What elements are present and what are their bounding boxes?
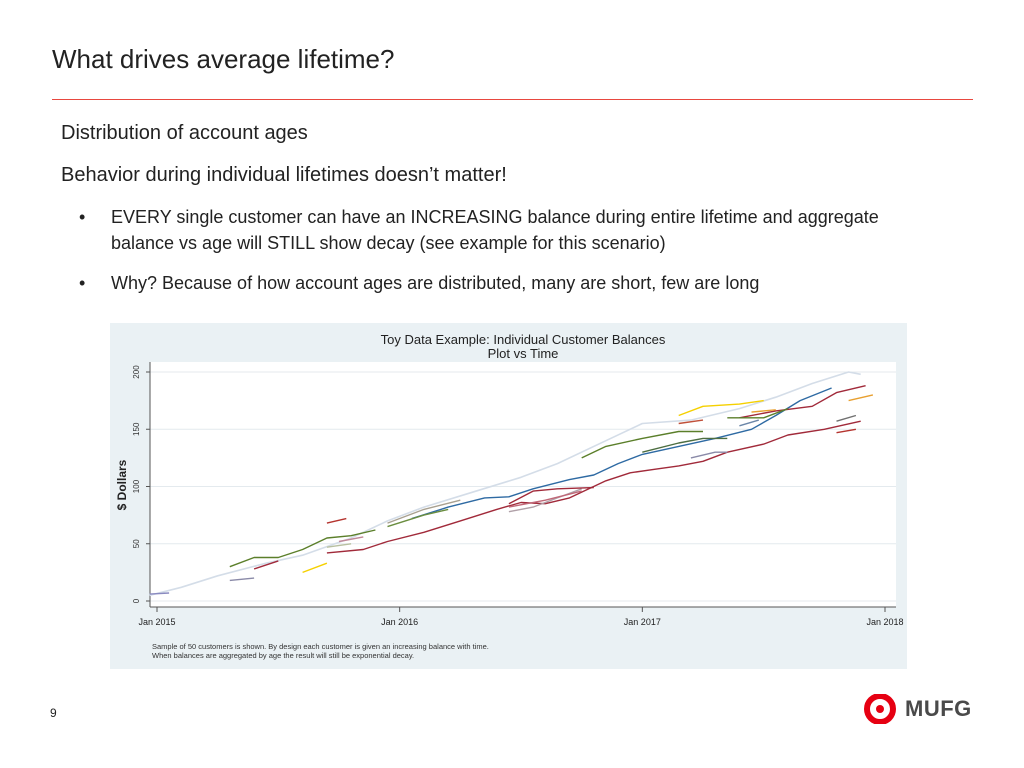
y-tick-label: 100 — [132, 479, 141, 493]
series-line-25 — [149, 592, 170, 595]
series-line-9 — [387, 499, 461, 524]
series-line-5 — [581, 430, 703, 459]
chart-note-2: When balances are aggregated by age the … — [152, 651, 414, 660]
mufg-logo-ring-icon — [864, 694, 896, 724]
series-line-10 — [678, 399, 764, 417]
series-line-26 — [326, 543, 352, 548]
series-line-27 — [338, 536, 364, 543]
series-line-20 — [229, 577, 255, 582]
series-line-22 — [690, 451, 728, 459]
series-line-13 — [848, 394, 874, 402]
bullet-marker: • — [79, 207, 86, 227]
plot-area — [150, 362, 896, 607]
y-tick-label: 50 — [132, 539, 141, 548]
series-line-23 — [739, 419, 759, 427]
mufg-logo-dot-icon — [876, 705, 884, 713]
series-line-2 — [326, 420, 861, 554]
chart-subtitle: Plot vs Time — [488, 346, 559, 361]
y-axis-label: $ Dollars — [115, 459, 129, 510]
chart-panel: Toy Data Example: Individual Customer Ba… — [110, 323, 907, 669]
series-line-15 — [678, 419, 704, 425]
x-tick-label: Jan 2016 — [381, 617, 418, 627]
series-line-17 — [508, 488, 582, 513]
series-line-21 — [253, 560, 279, 570]
mufg-logo — [864, 694, 896, 724]
series-line-8 — [387, 508, 449, 528]
page-number: 9 — [50, 706, 57, 720]
bullet-text-why: Why? Because of how account ages are dis… — [111, 273, 760, 293]
axes: 0 50 100 150 200 Jan 2015 Jan 2016 Jan 2017 Jan … — [132, 362, 904, 627]
section-heading-behavior: Behavior during individual lifetimes doe… — [61, 164, 507, 186]
chart-title: Toy Data Example: Individual Customer Ba… — [381, 332, 666, 347]
grid-lines — [150, 371, 896, 602]
series-line-16 — [836, 428, 857, 434]
series-line-7 — [642, 437, 728, 453]
y-tick-label: 200 — [132, 365, 141, 379]
mufg-logo-text: MUFG — [905, 696, 972, 721]
series-line-14 — [326, 517, 347, 524]
bullet-text-increasing-balance: EVERY single customer can have an INCREA… — [111, 207, 879, 253]
series-line-19 — [508, 486, 594, 505]
series-line-4 — [229, 529, 376, 568]
x-tick-label: Jan 2017 — [624, 617, 661, 627]
series-line-11 — [302, 562, 328, 574]
series-line-24 — [836, 414, 857, 422]
x-tick-label: Jan 2018 — [866, 617, 903, 627]
series-line-6 — [727, 407, 789, 419]
series-line-12 — [751, 409, 776, 413]
series-line-1 — [411, 387, 832, 520]
section-heading-distribution: Distribution of account ages — [61, 122, 308, 144]
y-tick-label: 150 — [132, 422, 141, 436]
bullet-marker: • — [79, 273, 86, 293]
chart-note-1: Sample of 50 customers is shown. By desi… — [152, 642, 489, 651]
series-line-18 — [508, 490, 582, 508]
y-tick-label: 0 — [132, 598, 141, 603]
series-line-3 — [739, 385, 866, 419]
title-divider — [52, 99, 973, 100]
x-tick-label: Jan 2015 — [138, 617, 175, 627]
series-group — [149, 371, 874, 597]
series-line-0 — [149, 371, 861, 597]
page-title: What drives average lifetime? — [52, 44, 395, 74]
balances-line-chart: Toy Data Example: Individual Customer Ba… — [115, 332, 904, 660]
